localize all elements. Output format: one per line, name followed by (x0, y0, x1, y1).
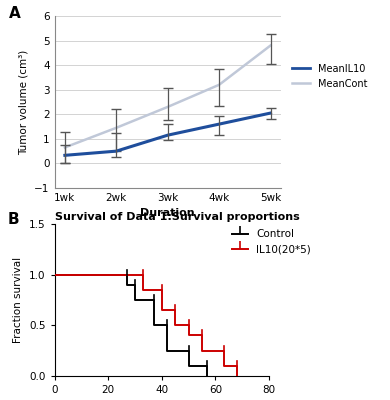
Y-axis label: Fraction survival: Fraction survival (13, 257, 23, 343)
Y-axis label: Tumor volume (cm³): Tumor volume (cm³) (19, 49, 29, 155)
Text: B: B (7, 212, 19, 227)
X-axis label: Duration: Duration (140, 208, 195, 218)
Legend: MeanIL10, MeanCont: MeanIL10, MeanCont (292, 64, 367, 89)
Legend: Control, IL10(20*5): Control, IL10(20*5) (232, 229, 311, 254)
Text: A: A (9, 6, 21, 21)
Text: Survival of Data 1:Survival proportions: Survival of Data 1:Survival proportions (55, 212, 300, 222)
